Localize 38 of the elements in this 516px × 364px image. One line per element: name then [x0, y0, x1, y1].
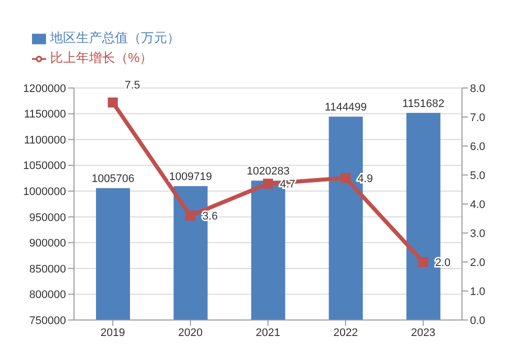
data-label: 1144499 [324, 102, 367, 114]
data-label: 4.7 [280, 178, 296, 191]
y2-tick-label: 5.0 [470, 170, 486, 182]
y-tick-label: 850000 [29, 263, 66, 276]
data-label: 1151682 [402, 98, 444, 110]
x-tick-label: 2019 [100, 326, 126, 339]
point [263, 178, 273, 189]
y2-tick-label: 0.0 [470, 314, 486, 327]
y2-tick-label: 2.0 [470, 256, 486, 269]
legend-label: 比上年增长（%） [50, 50, 153, 65]
y2-tick-label: 7.0 [470, 112, 486, 124]
y-tick-label: 1000000 [23, 186, 66, 198]
point [108, 98, 118, 108]
y2-tick-label: 8.0 [470, 82, 486, 95]
y2-tick-label: 4.0 [470, 198, 486, 211]
y-tick-label: 1050000 [23, 160, 66, 172]
data-label: 1020283 [246, 166, 290, 178]
y-tick-label: 1150000 [24, 108, 66, 121]
legend-label: 地区生产总值（万元） [50, 30, 180, 45]
y2-tick-label: 1.0 [470, 286, 486, 298]
data-label: 1005706 [92, 173, 134, 186]
y-tick-label: 900000 [29, 238, 66, 250]
x-tick-label: 2022 [333, 326, 358, 339]
data-label: 1009719 [169, 171, 212, 184]
point [340, 172, 351, 183]
x-tick-label: 2021 [256, 326, 280, 339]
y2-tick-label: 6.0 [470, 140, 486, 153]
x-tick-label: 2020 [178, 326, 203, 339]
point [185, 210, 196, 221]
y-tick-label: 800000 [29, 289, 66, 302]
point [418, 257, 428, 267]
y2-tick-label: 3.0 [470, 228, 486, 240]
x-tick-label: 2023 [410, 326, 436, 339]
y-tick-label: 950000 [29, 212, 66, 224]
data-label: 7.5 [124, 80, 140, 92]
y-tick-label: 1200000 [23, 82, 66, 95]
y-tick-label: 750000 [29, 314, 66, 327]
y-tick-label: 1100000 [24, 134, 66, 146]
